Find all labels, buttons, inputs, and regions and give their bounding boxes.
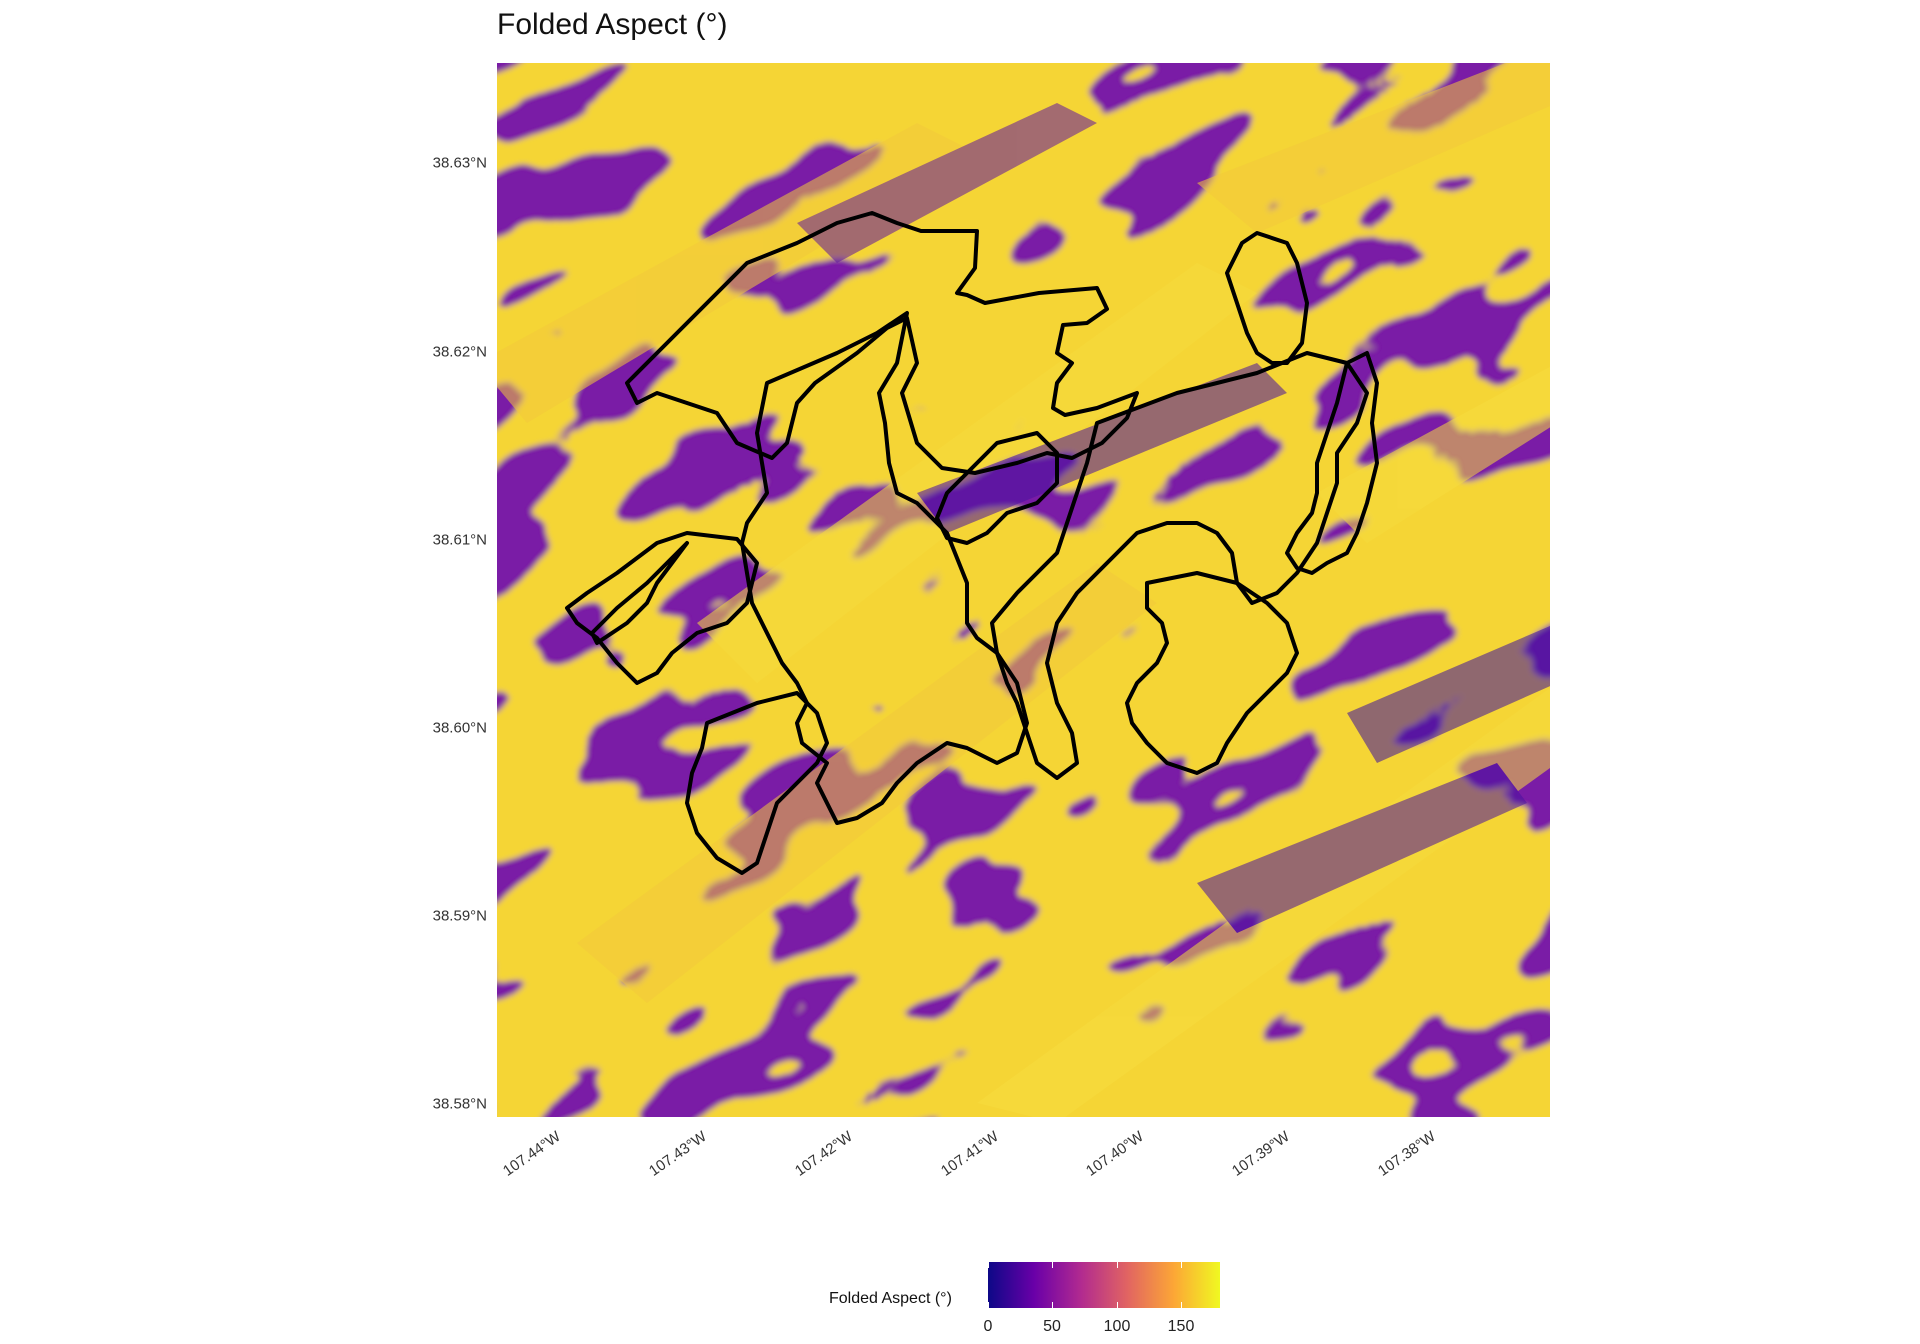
legend-title: Folded Aspect (°) [829, 1290, 952, 1307]
terrain-streaks [497, 63, 1550, 1117]
legend-tick-label: 50 [1043, 1318, 1061, 1335]
x-tick-label: 107.41°W [937, 1128, 1002, 1180]
legend-tick-label: 150 [1167, 1318, 1195, 1335]
x-tick-label: 107.39°W [1228, 1128, 1293, 1180]
x-tick-label: 107.42°W [791, 1128, 856, 1180]
y-tick-label: 38.62°N [432, 343, 487, 361]
map-svg [497, 63, 1550, 1117]
y-tick-label: 38.63°N [432, 154, 487, 172]
y-tick-label: 38.59°N [432, 907, 487, 925]
legend-tick-label: 100 [1103, 1318, 1131, 1335]
raster-map [497, 63, 1550, 1117]
y-tick-label: 38.58°N [432, 1095, 487, 1113]
legend-colorbar [988, 1262, 1220, 1308]
x-tick-label: 107.40°W [1082, 1128, 1147, 1180]
polygon-outlines [565, 211, 1379, 875]
legend-tick-label: 0 [983, 1318, 993, 1335]
y-tick-label: 38.60°N [432, 719, 487, 737]
x-tick-label: 107.38°W [1374, 1128, 1439, 1180]
plot-title: Folded Aspect (°) [497, 8, 728, 41]
y-tick-label: 38.61°N [432, 531, 487, 549]
x-tick-label: 107.43°W [645, 1128, 710, 1180]
x-tick-label: 107.44°W [499, 1128, 564, 1180]
